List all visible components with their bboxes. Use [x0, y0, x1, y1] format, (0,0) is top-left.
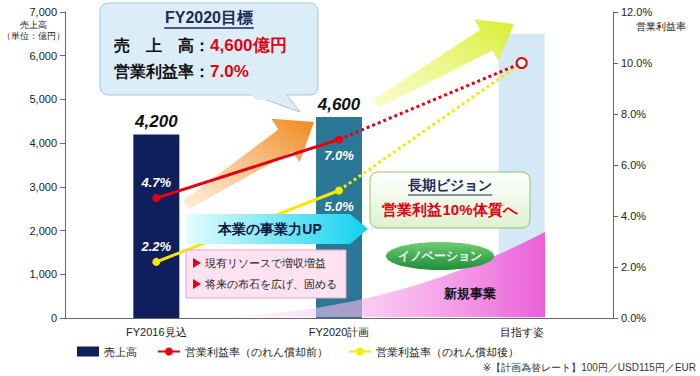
- svg-text:0.0%: 0.0%: [621, 312, 646, 324]
- svg-text:7.0%: 7.0%: [210, 62, 249, 81]
- svg-text:FY2016見込: FY2016見込: [126, 326, 187, 338]
- svg-text:6.0%: 6.0%: [621, 159, 646, 171]
- svg-text:売上高: 売上高: [104, 346, 137, 358]
- svg-text:営業利益率：: 営業利益率：: [114, 62, 210, 80]
- svg-text:4.0%: 4.0%: [621, 210, 646, 222]
- svg-text:目指す姿: 目指す姿: [500, 326, 544, 339]
- svg-text:4,200: 4,200: [134, 112, 178, 131]
- svg-text:営業利益率（のれん償却前）: 営業利益率（のれん償却前）: [185, 346, 328, 358]
- svg-text:将来の布石を広げ、固める: 将来の布石を広げ、固める: [204, 278, 337, 291]
- svg-text:売上高: 売上高: [20, 20, 47, 30]
- svg-text:FY2020目標: FY2020目標: [165, 9, 253, 26]
- svg-text:2,000: 2,000: [29, 225, 57, 237]
- svg-text:4,600: 4,600: [317, 95, 361, 114]
- svg-text:本業の事業力UP: 本業の事業力UP: [217, 221, 321, 237]
- svg-text:10.0%: 10.0%: [621, 57, 652, 69]
- svg-text:※【計画為替レート】100円／USD115円／EUR: ※【計画為替レート】100円／USD115円／EUR: [483, 362, 696, 373]
- svg-text:（単位：億円）: （単位：億円）: [2, 31, 65, 41]
- svg-text:4,000: 4,000: [29, 137, 57, 149]
- svg-text:7.0%: 7.0%: [324, 148, 354, 163]
- svg-text:6,000: 6,000: [29, 50, 57, 62]
- svg-text:4,600億円: 4,600億円: [210, 36, 287, 55]
- svg-text:売 上 高：: 売 上 高：: [114, 36, 210, 54]
- svg-text:2.0%: 2.0%: [621, 261, 646, 273]
- svg-text:12.0%: 12.0%: [621, 6, 652, 18]
- svg-text:7,000: 7,000: [29, 6, 57, 18]
- svg-text:現有リソースで増収増益: 現有リソースで増収増益: [205, 257, 326, 269]
- svg-text:新規事業: 新規事業: [443, 286, 496, 301]
- svg-text:長期ビジョン: 長期ビジョン: [407, 177, 492, 193]
- svg-text:0: 0: [51, 312, 57, 324]
- svg-text:2.2%: 2.2%: [141, 239, 172, 254]
- svg-text:営業利益10%体質へ: 営業利益10%体質へ: [382, 201, 518, 219]
- svg-text:5.0%: 5.0%: [324, 199, 354, 214]
- svg-text:営業利益率: 営業利益率: [636, 21, 686, 32]
- svg-text:FY2020計画: FY2020計画: [309, 326, 370, 338]
- svg-text:4.7%: 4.7%: [141, 175, 172, 190]
- svg-text:8.0%: 8.0%: [621, 108, 646, 120]
- svg-text:1,000: 1,000: [29, 268, 57, 280]
- svg-text:営業利益率（のれん償却後）: 営業利益率（のれん償却後）: [376, 346, 519, 358]
- svg-text:5,000: 5,000: [29, 93, 57, 105]
- svg-text:イノベーション: イノベーション: [398, 249, 482, 263]
- svg-text:3,000: 3,000: [29, 181, 57, 193]
